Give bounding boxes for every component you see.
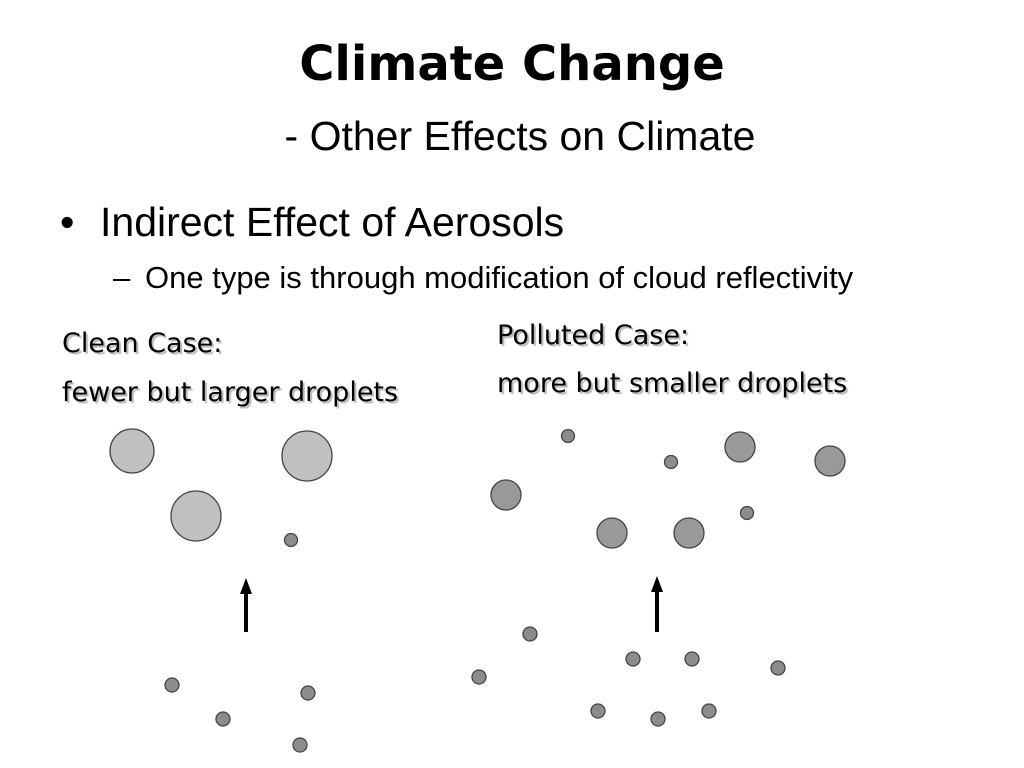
clean-cloud-droplet [109, 428, 155, 474]
polluted-cloud-droplet [724, 431, 756, 463]
polluted-aerosol-particle [590, 703, 606, 719]
polluted-cloud-droplet [673, 517, 705, 549]
polluted-aerosol-particle [684, 651, 700, 667]
slide-subtitle: - Other Effects on Climate [284, 113, 756, 159]
polluted-cloud-droplet [814, 445, 846, 477]
polluted-aerosol-particle [701, 703, 717, 719]
polluted-case-description: more but smaller droplets [497, 368, 848, 399]
polluted-aerosol-particle [471, 669, 487, 685]
clean-aerosol-particle [215, 711, 231, 727]
sub-bullet-item: – One type is through modification of clo… [113, 258, 853, 298]
bullet-marker: • [60, 199, 75, 245]
bullet-item: • Indirect Effect of Aerosols [60, 196, 564, 248]
polluted-aerosol-particle [522, 626, 538, 642]
clean-case-description: fewer but larger droplets [62, 377, 399, 408]
clean-cloud-droplet [281, 430, 333, 482]
sub-bullet-text: One type is through modification of clou… [145, 260, 854, 295]
polluted-aerosol-particle [625, 651, 641, 667]
bullet-text: Indirect Effect of Aerosols [100, 199, 565, 245]
polluted-aerosol-particle [770, 660, 786, 676]
polluted-cloud-droplet [560, 428, 576, 444]
clean-aerosol-particle [300, 685, 316, 701]
clean-cloud-droplet [283, 532, 299, 548]
polluted-updraft-arrow [651, 576, 663, 632]
polluted-cloud-droplet [739, 505, 755, 521]
polluted-cloud-droplet [596, 517, 628, 549]
polluted-aerosol-particle [650, 711, 666, 727]
slide-title: Climate Change [299, 36, 725, 92]
polluted-case-heading: Polluted Case: [497, 320, 690, 351]
clean-case-heading: Clean Case: [62, 328, 223, 359]
sub-bullet-marker: – [113, 260, 131, 295]
clean-updraft-arrow [240, 578, 252, 632]
clean-aerosol-particle [292, 737, 308, 753]
clean-aerosol-particle [164, 677, 180, 693]
clean-cloud-droplet [170, 490, 222, 542]
polluted-cloud-droplet [490, 479, 522, 511]
polluted-cloud-droplet [663, 454, 679, 470]
